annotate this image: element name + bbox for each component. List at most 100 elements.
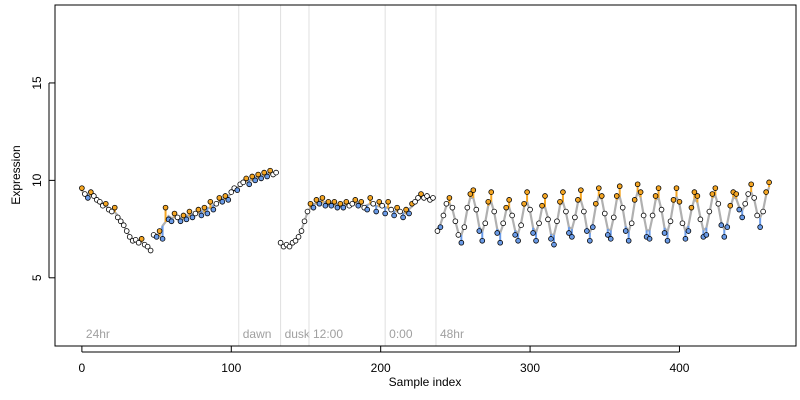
data-point-3-80 [673,185,680,191]
data-point-3-43 [563,208,569,215]
data-point-3-7 [455,232,462,238]
data-point-2-41 [400,214,406,221]
data-point-2-26 [355,202,362,209]
data-point-0-1 [82,191,88,197]
data-point-2-3 [286,243,293,250]
data-point-2-7 [298,228,305,234]
period-label-3: 12:00 [313,327,343,341]
data-point-2-21 [340,204,347,211]
data-point-3-104 [745,191,751,197]
data-point-3-22 [500,220,506,227]
data-point-3-25 [509,212,515,219]
data-point-3-72 [649,212,656,219]
data-point-3-40 [554,218,560,225]
data-point-3-81 [676,199,683,205]
data-point-2-32 [373,208,379,215]
data-point-1-10 [180,212,187,219]
data-point-1-38 [264,173,270,180]
data-point-3-8 [458,239,465,246]
data-point-3-103 [742,200,749,207]
data-point-3-66 [631,197,638,203]
data-point-3-69 [640,212,647,219]
data-point-3-29 [521,200,527,207]
data-point-3-46 [572,214,578,221]
data-point-2-14 [319,195,326,201]
data-point-3-90 [703,232,710,238]
data-point-2-9 [304,208,311,215]
data-point-1-11 [183,216,190,223]
data-point-0-11 [111,204,118,211]
data-point-1-7 [171,210,178,217]
data-point-3-37 [545,216,551,223]
data-point-3-61 [616,183,623,190]
data-point-3-12 [470,187,477,193]
period-label-1: dawn [243,327,272,341]
data-point-3-97 [724,224,731,230]
data-point-2-38 [391,212,397,219]
data-point-1-1 [153,234,160,240]
data-point-1-33 [249,173,256,180]
data-point-3-75 [658,206,665,213]
data-point-3-108 [757,224,763,230]
x-tick-label-2: 200 [371,361,391,375]
data-point-3-56 [601,210,608,217]
data-point-3-34 [536,220,542,227]
data-points [79,167,772,254]
data-point-3-44 [566,230,572,236]
data-point-3-67 [634,181,641,188]
data-point-3-87 [694,193,701,199]
data-point-2-45 [412,199,418,205]
data-point-2-10 [307,200,314,207]
data-point-3-84 [685,228,692,234]
data-point-3-93 [712,185,719,191]
data-point-3-74 [655,185,662,191]
data-point-3-6 [452,218,459,225]
data-point-3-9 [461,224,468,230]
data-point-2-42 [403,206,409,213]
data-point-3-35 [539,202,545,209]
fit-lines [81,171,771,250]
data-point-2-37 [388,206,394,213]
data-point-3-15 [479,237,486,244]
data-point-3-13 [473,206,480,213]
data-point-3-110 [763,189,769,195]
data-point-3-76 [661,230,668,236]
data-point-2-22 [343,199,350,205]
data-point-1-41 [273,169,279,176]
data-point-2-8 [301,218,308,225]
data-point-2-0 [277,239,284,246]
data-point-1-34 [252,177,258,184]
data-point-3-11 [467,191,474,197]
data-point-1-12 [186,208,193,215]
data-point-3-51 [587,237,593,244]
data-point-1-6 [168,218,175,225]
data-point-3-27 [515,237,521,244]
data-point-1-39 [267,167,273,174]
x-tick-label-0: 0 [79,361,86,375]
data-point-3-94 [715,200,722,207]
data-point-3-53 [593,200,599,207]
data-point-1-28 [234,187,241,193]
data-point-1-30 [240,179,247,186]
data-point-3-16 [482,220,489,227]
data-point-1-4 [162,204,169,211]
data-point-0-23 [147,247,154,254]
data-point-3-109 [760,208,766,215]
y-axis-label: Expression [9,145,23,204]
data-point-3-82 [679,220,686,227]
data-point-2-16 [325,199,332,205]
data-point-3-105 [748,181,754,188]
data-point-0-12 [114,214,121,221]
data-point-2-30 [367,195,374,201]
data-point-0-0 [79,185,85,191]
data-point-3-23 [503,204,509,211]
data-point-0-6 [97,199,103,205]
data-point-3-21 [497,239,503,246]
data-point-3-64 [625,237,632,244]
data-point-0-8 [102,200,109,207]
x-tick-label-4: 400 [669,361,689,375]
data-point-1-17 [201,204,208,211]
data-point-1-35 [255,171,261,178]
data-point-3-59 [610,214,617,221]
data-point-3-111 [766,179,772,186]
